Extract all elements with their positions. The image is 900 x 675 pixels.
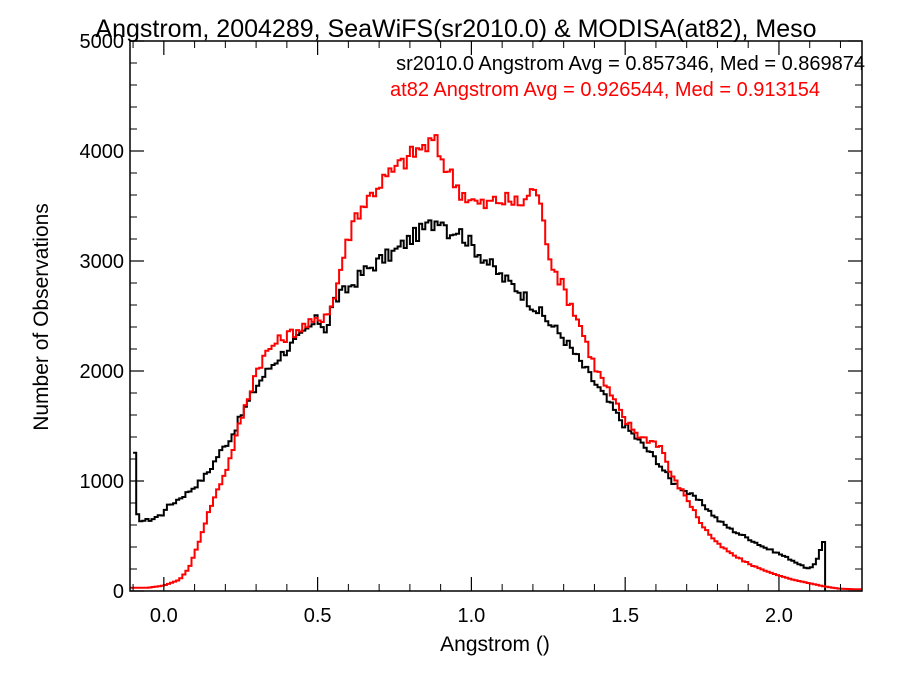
y-tick-label: 2000 — [80, 361, 125, 383]
series-layer — [130, 134, 862, 591]
x-tick-label: 2.0 — [765, 605, 793, 627]
y-axis-label: Number of Observations — [30, 203, 53, 431]
plot-area-frame — [129, 40, 863, 592]
x-axis: 0.0 0.5 1.0 1.5 2.0 — [132, 41, 841, 627]
series-line-0 — [133, 219, 827, 591]
y-axis: 0 1000 2000 3000 4000 5000 — [80, 31, 862, 603]
x-axis-label: Angstrom () — [440, 633, 550, 656]
chart-title: Angstrom, 2004289, SeaWiFS(sr2010.0) & M… — [95, 15, 816, 43]
y-tick-label: 0 — [113, 581, 124, 603]
x-tick-label: 1.5 — [611, 605, 639, 627]
x-tick-label: 0.0 — [150, 605, 178, 627]
series-line-1 — [130, 134, 862, 591]
legend-entry-sr2010: sr2010.0 Angstrom Avg = 0.857346, Med = … — [396, 53, 865, 75]
y-tick-label: 1000 — [80, 471, 125, 493]
legend-entry-at82: at82 Angstrom Avg = 0.926544, Med = 0.91… — [390, 79, 820, 101]
y-tick-label: 3000 — [80, 251, 125, 273]
x-tick-label: 1.0 — [457, 605, 485, 627]
x-tick-label: 0.5 — [304, 605, 332, 627]
y-tick-label: 4000 — [80, 141, 125, 163]
y-tick-label: 5000 — [80, 31, 125, 53]
